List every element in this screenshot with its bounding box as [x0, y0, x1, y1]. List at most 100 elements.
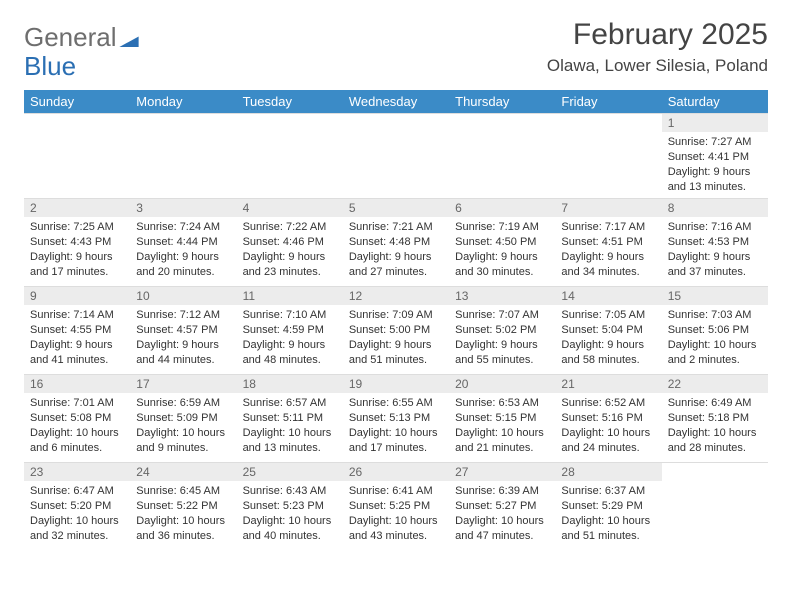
- day-details: Sunrise: 7:03 AMSunset: 5:06 PMDaylight:…: [662, 305, 768, 371]
- daylight-text: Daylight: 9 hours and 34 minutes.: [561, 250, 655, 280]
- dayhead-fri: Friday: [555, 90, 661, 114]
- day-cell: 25Sunrise: 6:43 AMSunset: 5:23 PMDayligh…: [237, 463, 343, 551]
- day-number: 2: [24, 199, 130, 217]
- day-details: Sunrise: 6:45 AMSunset: 5:22 PMDaylight:…: [130, 481, 236, 547]
- daylight-text: Daylight: 9 hours and 41 minutes.: [30, 338, 124, 368]
- day-details: Sunrise: 7:19 AMSunset: 4:50 PMDaylight:…: [449, 217, 555, 283]
- sunset-text: Sunset: 5:09 PM: [136, 411, 230, 426]
- day-cell: 16Sunrise: 7:01 AMSunset: 5:08 PMDayligh…: [24, 375, 130, 463]
- day-details: Sunrise: 7:21 AMSunset: 4:48 PMDaylight:…: [343, 217, 449, 283]
- sunrise-text: Sunrise: 7:19 AM: [455, 220, 549, 235]
- day-cell: [343, 114, 449, 199]
- calendar-body: 1Sunrise: 7:27 AMSunset: 4:41 PMDaylight…: [24, 114, 768, 551]
- sunset-text: Sunset: 5:08 PM: [30, 411, 124, 426]
- sunset-text: Sunset: 4:43 PM: [30, 235, 124, 250]
- day-number: 28: [555, 463, 661, 481]
- sunrise-text: Sunrise: 7:05 AM: [561, 308, 655, 323]
- sunset-text: Sunset: 4:57 PM: [136, 323, 230, 338]
- sunrise-text: Sunrise: 7:27 AM: [668, 135, 762, 150]
- day-cell: [449, 114, 555, 199]
- sunset-text: Sunset: 4:41 PM: [668, 150, 762, 165]
- day-number: 4: [237, 199, 343, 217]
- dayhead-thu: Thursday: [449, 90, 555, 114]
- week-row: 2 Sunrise: 7:25 AMSunset: 4:43 PM Daylight…: [24, 199, 768, 287]
- daylight-text: Daylight: 9 hours and 30 minutes.: [455, 250, 549, 280]
- daylight-text: Daylight: 9 hours and 58 minutes.: [561, 338, 655, 368]
- sunset-text: Sunset: 5:06 PM: [668, 323, 762, 338]
- sunrise-text: Sunrise: 6:45 AM: [136, 484, 230, 499]
- sunrise-text: Sunrise: 6:47 AM: [30, 484, 124, 499]
- day-cell: 5Sunrise: 7:21 AMSunset: 4:48 PMDaylight…: [343, 199, 449, 287]
- day-number: 15: [662, 287, 768, 305]
- day-number: 13: [449, 287, 555, 305]
- sunset-text: Sunset: 4:44 PM: [136, 235, 230, 250]
- week-row: 23Sunrise: 6:47 AMSunset: 5:20 PMDayligh…: [24, 463, 768, 551]
- day-details: Sunrise: 6:37 AMSunset: 5:29 PMDaylight:…: [555, 481, 661, 547]
- daylight-text: Daylight: 10 hours and 17 minutes.: [349, 426, 443, 456]
- sunset-text: Sunset: 4:59 PM: [243, 323, 337, 338]
- day-cell: 14Sunrise: 7:05 AMSunset: 5:04 PMDayligh…: [555, 287, 661, 375]
- sunset-text: Sunset: 5:25 PM: [349, 499, 443, 514]
- sunset-text: Sunset: 5:16 PM: [561, 411, 655, 426]
- day-cell: 23Sunrise: 6:47 AMSunset: 5:20 PMDayligh…: [24, 463, 130, 551]
- dayhead-wed: Wednesday: [343, 90, 449, 114]
- day-number: 25: [237, 463, 343, 481]
- day-details: Sunrise: 6:53 AMSunset: 5:15 PMDaylight:…: [449, 393, 555, 459]
- daylight-text: Daylight: 9 hours and 27 minutes.: [349, 250, 443, 280]
- sunrise-text: Sunrise: 7:21 AM: [349, 220, 443, 235]
- sunrise-text: Sunrise: 6:41 AM: [349, 484, 443, 499]
- sunset-text: Sunset: 4:51 PM: [561, 235, 655, 250]
- dayhead-sun: Sunday: [24, 90, 130, 114]
- day-cell: [130, 114, 236, 199]
- daylight-text: Daylight: 10 hours and 40 minutes.: [243, 514, 337, 544]
- day-details: Sunrise: 7:14 AMSunset: 4:55 PMDaylight:…: [24, 305, 130, 371]
- day-details: Sunrise: 6:41 AMSunset: 5:25 PMDaylight:…: [343, 481, 449, 547]
- sunrise-text: Sunrise: 6:52 AM: [561, 396, 655, 411]
- day-number: 5: [343, 199, 449, 217]
- day-details: Sunrise: 6:39 AMSunset: 5:27 PMDaylight:…: [449, 481, 555, 547]
- sunrise-text: Sunrise: 7:25 AM: [30, 220, 124, 235]
- day-cell: 24Sunrise: 6:45 AMSunset: 5:22 PMDayligh…: [130, 463, 236, 551]
- daylight-text: Daylight: 10 hours and 6 minutes.: [30, 426, 124, 456]
- daylight-text: Daylight: 10 hours and 2 minutes.: [668, 338, 762, 368]
- day-number: 22: [662, 375, 768, 393]
- week-row: 9Sunrise: 7:14 AMSunset: 4:55 PMDaylight…: [24, 287, 768, 375]
- day-number: 10: [130, 287, 236, 305]
- day-cell: 12Sunrise: 7:09 AMSunset: 5:00 PMDayligh…: [343, 287, 449, 375]
- day-number: 16: [24, 375, 130, 393]
- sunset-text: Sunset: 5:13 PM: [349, 411, 443, 426]
- sunrise-text: Sunrise: 6:59 AM: [136, 396, 230, 411]
- sunset-text: Sunset: 4:55 PM: [30, 323, 124, 338]
- daylight-text: Daylight: 10 hours and 13 minutes.: [243, 426, 337, 456]
- day-details: Sunrise: 6:59 AMSunset: 5:09 PMDaylight:…: [130, 393, 236, 459]
- day-details: Sunrise: 6:55 AMSunset: 5:13 PMDaylight:…: [343, 393, 449, 459]
- day-number: 23: [24, 463, 130, 481]
- daylight-text: Daylight: 9 hours and 37 minutes.: [668, 250, 762, 280]
- day-number: 7: [555, 199, 661, 217]
- daylight-text: Daylight: 10 hours and 21 minutes.: [455, 426, 549, 456]
- day-cell: 22Sunrise: 6:49 AMSunset: 5:18 PMDayligh…: [662, 375, 768, 463]
- day-cell: 26Sunrise: 6:41 AMSunset: 5:25 PMDayligh…: [343, 463, 449, 551]
- day-number: 24: [130, 463, 236, 481]
- day-details: Sunrise: 7:09 AMSunset: 5:00 PMDaylight:…: [343, 305, 449, 371]
- sunrise-text: Sunrise: 6:57 AM: [243, 396, 337, 411]
- day-header-row: Sunday Monday Tuesday Wednesday Thursday…: [24, 90, 768, 114]
- dayhead-tue: Tuesday: [237, 90, 343, 114]
- day-cell: 20Sunrise: 6:53 AMSunset: 5:15 PMDayligh…: [449, 375, 555, 463]
- sunset-text: Sunset: 5:22 PM: [136, 499, 230, 514]
- day-details: Sunrise: 7:17 AMSunset: 4:51 PMDaylight:…: [555, 217, 661, 283]
- day-details: Sunrise: 7:10 AMSunset: 4:59 PMDaylight:…: [237, 305, 343, 371]
- day-number: 17: [130, 375, 236, 393]
- day-cell: 27Sunrise: 6:39 AMSunset: 5:27 PMDayligh…: [449, 463, 555, 551]
- day-cell: 8Sunrise: 7:16 AMSunset: 4:53 PMDaylight…: [662, 199, 768, 287]
- sunset-text: Sunset: 4:48 PM: [349, 235, 443, 250]
- day-details: Sunrise: 6:49 AMSunset: 5:18 PMDaylight:…: [662, 393, 768, 459]
- day-details: Sunrise: 6:57 AMSunset: 5:11 PMDaylight:…: [237, 393, 343, 459]
- daylight-text: Daylight: 9 hours and 51 minutes.: [349, 338, 443, 368]
- daylight-text: Daylight: 9 hours and 13 minutes.: [668, 165, 762, 195]
- daylight-text: Daylight: 10 hours and 24 minutes.: [561, 426, 655, 456]
- daylight-text: Daylight: 10 hours and 47 minutes.: [455, 514, 549, 544]
- sunrise-text: Sunrise: 7:14 AM: [30, 308, 124, 323]
- daylight-text: Daylight: 9 hours and 20 minutes.: [136, 250, 230, 280]
- day-cell: 2Sunrise: 7:25 AMSunset: 4:43 PMDaylight…: [24, 199, 130, 287]
